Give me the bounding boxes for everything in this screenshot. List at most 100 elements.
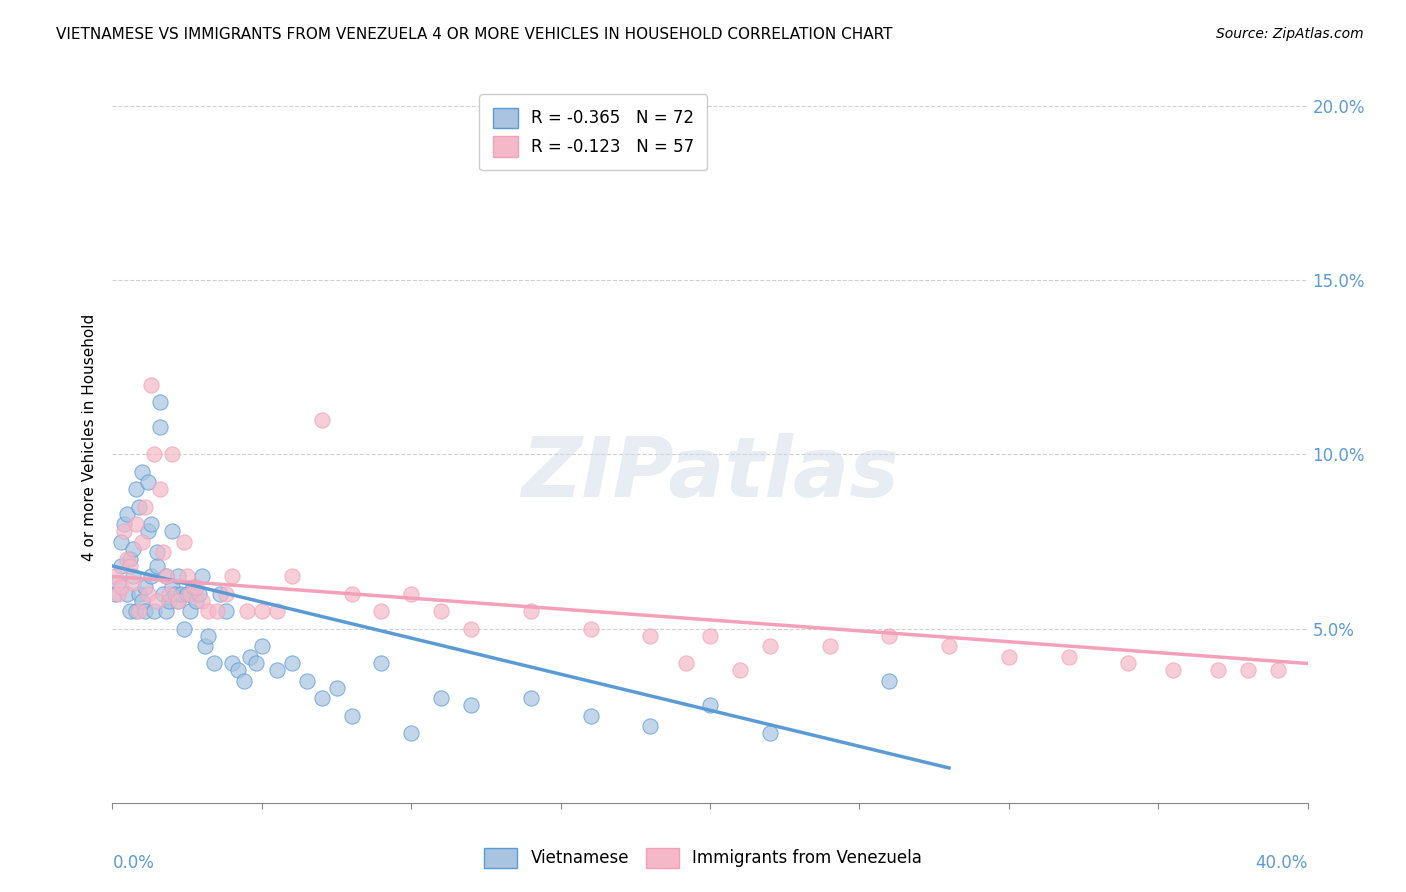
Point [149, 419, 172, 434]
Point [430, 691, 453, 706]
Point [1206, 664, 1229, 678]
Point [209, 587, 232, 601]
Point [520, 604, 543, 618]
Point [370, 657, 392, 671]
Text: 40.0%: 40.0% [1256, 854, 1308, 872]
Point [155, 569, 177, 583]
Point [173, 534, 195, 549]
Point [155, 569, 177, 583]
Point [197, 604, 219, 618]
Point [131, 534, 153, 549]
Point [818, 639, 841, 653]
Point [117, 552, 139, 566]
Point [131, 465, 153, 479]
Point [202, 657, 225, 671]
Point [1161, 664, 1184, 678]
Point [640, 629, 662, 643]
Point [938, 639, 960, 653]
Point [460, 698, 482, 713]
Text: ZIPatlas: ZIPatlas [522, 434, 898, 514]
Point [759, 639, 782, 653]
Point [186, 594, 208, 608]
Point [104, 569, 127, 583]
Point [311, 691, 333, 706]
Point [430, 604, 453, 618]
Point [134, 580, 156, 594]
Point [250, 639, 273, 653]
Point [114, 517, 135, 532]
Point [138, 524, 160, 538]
Point [117, 507, 139, 521]
Point [173, 622, 195, 636]
Point [122, 569, 145, 583]
Point [165, 587, 187, 601]
Point [401, 587, 423, 601]
Point [998, 649, 1021, 664]
Point [250, 604, 273, 618]
Point [340, 708, 363, 723]
Point [236, 604, 259, 618]
Point [114, 524, 135, 538]
Text: Source: ZipAtlas.com: Source: ZipAtlas.com [1216, 27, 1364, 41]
Point [162, 524, 183, 538]
Point [157, 594, 180, 608]
Point [143, 604, 166, 618]
Point [146, 558, 169, 573]
Point [176, 569, 198, 583]
Point [146, 545, 169, 559]
Point [340, 587, 363, 601]
Point [138, 587, 160, 601]
Point [266, 604, 288, 618]
Point [221, 657, 243, 671]
Point [117, 587, 139, 601]
Point [152, 545, 174, 559]
Point [128, 500, 150, 514]
Point [134, 500, 156, 514]
Point [141, 569, 163, 583]
Point [122, 576, 145, 591]
Point [197, 629, 219, 643]
Point [125, 483, 148, 497]
Point [176, 587, 198, 601]
Point [146, 594, 169, 608]
Point [141, 517, 163, 532]
Y-axis label: 4 or more Vehicles in Household: 4 or more Vehicles in Household [82, 313, 97, 561]
Point [221, 569, 243, 583]
Point [110, 580, 132, 594]
Point [143, 448, 166, 462]
Point [134, 604, 156, 618]
Point [266, 664, 288, 678]
Point [179, 587, 201, 601]
Point [122, 541, 145, 556]
Point [181, 580, 204, 594]
Point [226, 664, 249, 678]
Point [157, 587, 180, 601]
Point [131, 594, 153, 608]
Point [281, 657, 304, 671]
Point [120, 552, 142, 566]
Text: VIETNAMESE VS IMMIGRANTS FROM VENEZUELA 4 OR MORE VEHICLES IN HOUSEHOLD CORRELAT: VIETNAMESE VS IMMIGRANTS FROM VENEZUELA … [56, 27, 893, 42]
Point [167, 594, 190, 608]
Point [149, 483, 172, 497]
Point [125, 604, 148, 618]
Point [1057, 649, 1080, 664]
Point [167, 594, 190, 608]
Point [186, 580, 208, 594]
Legend: R = -0.365   N = 72, R = -0.123   N = 57: R = -0.365 N = 72, R = -0.123 N = 57 [479, 95, 707, 170]
Point [191, 569, 214, 583]
Point [152, 587, 174, 601]
Point [699, 698, 721, 713]
Point [325, 681, 347, 695]
Point [107, 576, 129, 591]
Point [1237, 664, 1260, 678]
Point [295, 673, 318, 688]
Point [188, 587, 211, 601]
Point [759, 726, 782, 740]
Point [281, 569, 304, 583]
Point [239, 649, 262, 664]
Point [579, 708, 602, 723]
Point [167, 569, 190, 583]
Point [179, 604, 201, 618]
Point [170, 587, 193, 601]
Point [879, 673, 901, 688]
